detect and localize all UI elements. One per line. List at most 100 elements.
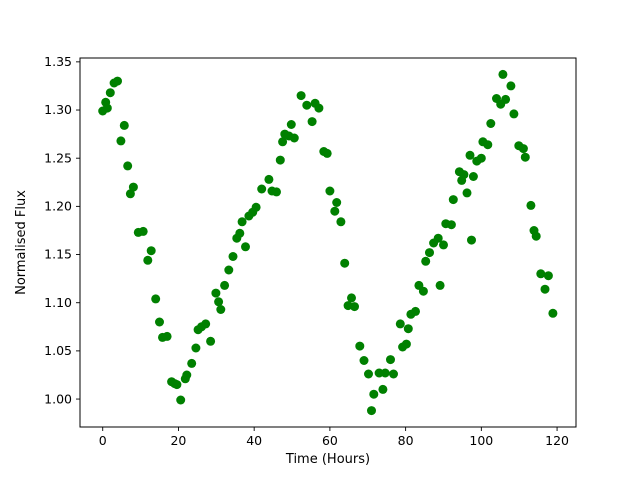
data-point [272, 187, 281, 197]
data-point [531, 231, 541, 241]
y-axis-label: Normalised Flux [14, 190, 29, 295]
data-point [520, 152, 530, 162]
data-point [486, 119, 496, 128]
data-point [540, 284, 550, 294]
data-point [286, 120, 296, 129]
data-point [421, 256, 431, 266]
data-point [296, 91, 306, 101]
data-point [275, 155, 285, 165]
data-point [191, 343, 201, 353]
data-point [336, 217, 346, 227]
data-point [314, 103, 324, 113]
data-point [257, 184, 267, 194]
data-point [330, 206, 340, 216]
data-point [228, 252, 238, 261]
data-point [543, 271, 553, 281]
data-point [369, 389, 379, 399]
data-point [302, 100, 312, 110]
data-point [216, 305, 226, 314]
data-point [143, 255, 153, 265]
y-tick-label: 1.30 [44, 102, 72, 117]
data-point [425, 248, 434, 258]
data-point [378, 384, 388, 394]
plot-area-border [79, 57, 577, 428]
data-point [116, 136, 126, 146]
data-point [462, 188, 472, 198]
data-point [401, 339, 411, 349]
data-point [325, 186, 335, 196]
data-point [125, 189, 135, 199]
data-point [446, 220, 456, 230]
data-point [359, 356, 369, 365]
x-tick-label: 80 [398, 433, 414, 448]
data-point [155, 317, 164, 327]
data-point [548, 308, 558, 318]
x-tick-label: 20 [170, 433, 186, 448]
data-point [483, 140, 493, 150]
data-point [395, 319, 405, 329]
data-point [468, 172, 478, 181]
data-point [347, 293, 356, 303]
data-point [467, 235, 476, 245]
y-tick-label: 1.00 [44, 391, 72, 406]
data-point [237, 217, 247, 227]
data-point [289, 133, 299, 143]
data-point [386, 355, 395, 365]
data-point [214, 297, 224, 307]
data-point [435, 280, 445, 290]
data-point [403, 324, 413, 334]
data-point [224, 265, 234, 275]
x-tick-label: 40 [246, 433, 262, 448]
data-point [509, 109, 519, 119]
data-point [105, 88, 115, 98]
y-tick-label: 1.05 [44, 343, 72, 358]
x-axis-label: Time (Hours) [285, 452, 370, 467]
data-point [518, 144, 528, 154]
axis-tick-labels: 0 20 40 60 80 100 120 1.00 1.05 1.10 1.15 1.20 1.25 1… [44, 54, 569, 448]
data-point [498, 69, 508, 79]
data-point [439, 240, 448, 250]
data-point [278, 137, 288, 147]
data-point [201, 319, 211, 329]
data-point [113, 76, 122, 86]
data-point [536, 269, 546, 279]
data-point [187, 358, 197, 368]
data-point [128, 182, 138, 192]
data-point [146, 246, 156, 256]
axis-ticks [76, 61, 558, 431]
data-point [220, 280, 230, 290]
data-point [526, 200, 536, 210]
data-point [332, 198, 342, 207]
data-point [172, 380, 182, 390]
data-point [235, 228, 245, 238]
data-point [264, 174, 274, 184]
y-tick-label: 1.10 [44, 295, 72, 310]
data-point [448, 195, 458, 205]
data-point [465, 150, 475, 160]
data-point [176, 395, 186, 405]
data-point [102, 103, 112, 113]
y-tick-label: 1.20 [44, 199, 72, 214]
data-point [162, 331, 172, 341]
data-point [322, 148, 332, 158]
x-tick-label: 60 [322, 433, 338, 448]
scatter-points [98, 69, 558, 416]
data-point [367, 406, 376, 416]
data-point [151, 294, 161, 304]
data-point [411, 306, 420, 316]
data-point [307, 117, 317, 127]
data-point [380, 368, 390, 378]
data-point [459, 170, 469, 180]
data-point [501, 94, 511, 104]
data-point [389, 369, 398, 379]
data-point [350, 302, 359, 312]
data-point [241, 242, 250, 252]
data-point [418, 286, 428, 296]
data-point [355, 341, 365, 351]
data-point [476, 153, 486, 163]
data-point [119, 120, 129, 130]
data-point [138, 226, 148, 236]
y-tick-label: 1.35 [44, 54, 72, 69]
